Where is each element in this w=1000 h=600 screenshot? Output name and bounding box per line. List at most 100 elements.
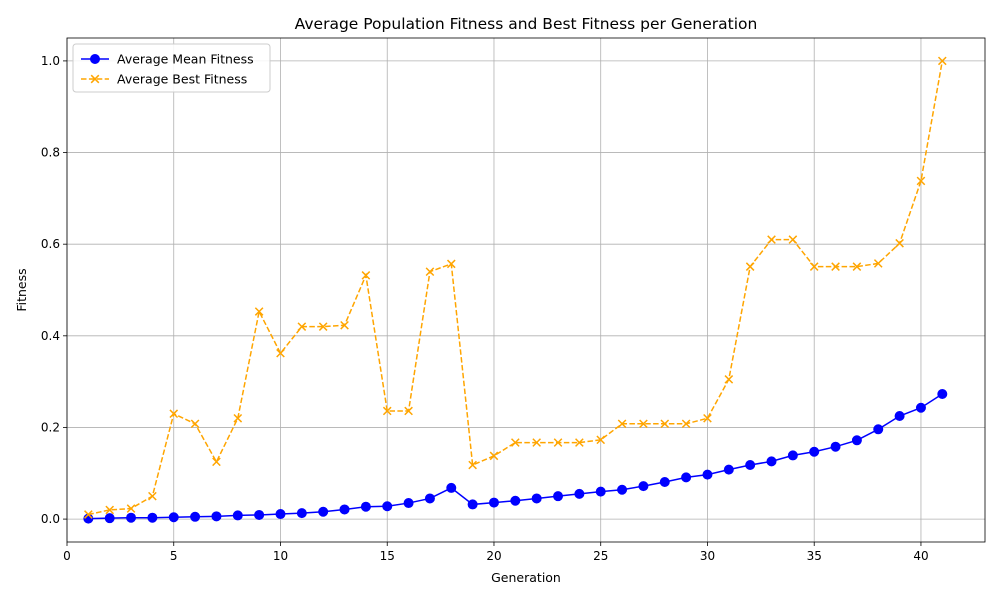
- data-point-average-best-fitness: [105, 505, 115, 515]
- legend-label: Average Best Fitness: [117, 72, 247, 87]
- x-tick-label: 30: [700, 549, 715, 563]
- data-point-average-mean-fitness: [894, 411, 905, 421]
- data-point-average-best-fitness: [276, 348, 285, 358]
- data-point-average-mean-fitness: [424, 493, 435, 504]
- data-point-average-best-fitness: [148, 491, 157, 501]
- data-point-average-best-fitness: [724, 375, 734, 384]
- data-point-average-mean-fitness: [766, 456, 777, 467]
- data-point-average-best-fitness: [382, 406, 392, 416]
- series-layer: [83, 56, 948, 524]
- series-line-average-best-fitness: [88, 60, 944, 516]
- data-point-average-best-fitness: [489, 451, 499, 461]
- series-average-mean-fitness: [83, 389, 948, 524]
- data-point-average-best-fitness: [532, 438, 542, 447]
- data-point-average-best-fitness: [446, 259, 456, 269]
- data-point-average-mean-fitness: [723, 464, 734, 475]
- y-tick-label: 0.2: [41, 420, 60, 434]
- y-tick-label: 0.8: [41, 146, 60, 160]
- data-point-average-best-fitness: [852, 262, 862, 271]
- data-point-average-mean-fitness: [126, 512, 137, 523]
- data-point-average-mean-fitness: [360, 501, 371, 512]
- data-point-average-best-fitness: [809, 262, 819, 271]
- data-point-average-best-fitness: [831, 262, 840, 271]
- grid-lines: [66, 38, 985, 542]
- chart-title: Average Population Fitness and Best Fitn…: [295, 15, 758, 33]
- data-point-average-mean-fitness: [190, 511, 201, 522]
- data-point-average-mean-fitness: [830, 441, 841, 452]
- data-point-average-best-fitness: [660, 419, 670, 429]
- x-axis-label: Generation: [491, 570, 561, 585]
- data-point-average-best-fitness: [297, 322, 307, 331]
- data-point-average-mean-fitness: [104, 513, 115, 524]
- data-point-average-best-fitness: [873, 259, 883, 268]
- data-point-average-mean-fitness: [168, 512, 179, 523]
- data-point-average-mean-fitness: [147, 512, 158, 523]
- data-point-average-best-fitness: [468, 460, 477, 470]
- data-point-average-mean-fitness: [318, 506, 329, 517]
- data-point-average-mean-fitness: [232, 510, 243, 521]
- x-tick-label: 5: [170, 549, 178, 563]
- data-point-average-mean-fitness: [467, 499, 478, 510]
- series-average-best-fitness: [84, 56, 947, 519]
- data-point-average-mean-fitness: [787, 450, 798, 461]
- data-point-average-best-fitness: [361, 271, 371, 280]
- data-point-average-mean-fitness: [937, 389, 948, 400]
- data-point-average-mean-fitness: [382, 501, 393, 512]
- y-tick-label: 0.6: [41, 237, 60, 251]
- data-point-average-mean-fitness: [617, 484, 628, 495]
- legend-label: Average Mean Fitness: [117, 52, 254, 67]
- data-point-average-best-fitness: [916, 176, 926, 186]
- legend-item-average-mean-fitness: Average Mean Fitness: [81, 52, 254, 67]
- data-point-average-mean-fitness: [553, 491, 564, 502]
- x-tick-label: 10: [273, 549, 288, 563]
- y-tick-label: 1.0: [41, 54, 60, 68]
- data-point-average-mean-fitness: [531, 493, 542, 504]
- legend-marker: [90, 54, 100, 64]
- legend: Average Mean Fitness Average Best Fitness: [72, 43, 271, 93]
- data-point-average-best-fitness: [553, 438, 563, 447]
- data-point-average-mean-fitness: [873, 424, 884, 435]
- data-point-average-mean-fitness: [275, 509, 286, 520]
- data-point-average-mean-fitness: [809, 446, 820, 457]
- data-point-average-mean-fitness: [659, 476, 670, 487]
- data-point-average-mean-fitness: [702, 469, 713, 480]
- plot-frame: [66, 37, 986, 543]
- data-point-average-mean-fitness: [488, 497, 499, 508]
- data-point-average-mean-fitness: [915, 402, 926, 413]
- data-point-average-best-fitness: [681, 419, 691, 429]
- data-point-average-mean-fitness: [446, 482, 457, 493]
- data-point-average-best-fitness: [169, 409, 179, 419]
- data-point-average-best-fitness: [617, 419, 627, 429]
- data-point-average-best-fitness: [510, 438, 520, 447]
- legend-item-average-best-fitness: Average Best Fitness: [81, 72, 247, 87]
- x-tick-label: 40: [913, 549, 928, 563]
- data-point-average-best-fitness: [895, 238, 904, 248]
- x-tick-label: 25: [593, 549, 608, 563]
- data-point-average-mean-fitness: [254, 509, 265, 520]
- data-point-average-mean-fitness: [681, 472, 692, 483]
- data-point-average-mean-fitness: [403, 498, 414, 509]
- y-tick-label: 0.0: [41, 512, 60, 526]
- data-point-average-best-fitness: [639, 419, 648, 429]
- data-point-average-best-fitness: [318, 322, 328, 331]
- data-point-average-best-fitness: [596, 435, 606, 445]
- data-point-average-mean-fitness: [595, 486, 606, 497]
- data-point-average-best-fitness: [425, 267, 435, 277]
- data-point-average-best-fitness: [84, 510, 93, 519]
- data-point-average-best-fitness: [254, 307, 264, 316]
- data-point-average-best-fitness: [126, 504, 136, 513]
- data-point-average-best-fitness: [745, 262, 755, 271]
- data-point-average-best-fitness: [575, 438, 584, 447]
- legend-marker: [90, 74, 100, 84]
- data-point-average-mean-fitness: [510, 495, 521, 506]
- axis-ticks: 0 5 10 15 20 25 30 35 40 0.0 0.2 0.4 0.6 0.8 1.0: [41, 54, 929, 563]
- legend-box: [72, 43, 271, 93]
- data-point-average-mean-fitness: [851, 435, 862, 446]
- data-point-average-best-fitness: [340, 320, 349, 330]
- data-point-average-mean-fitness: [745, 460, 756, 471]
- x-tick-label: 20: [486, 549, 501, 563]
- data-point-average-mean-fitness: [339, 504, 350, 515]
- x-tick-label: 15: [380, 549, 395, 563]
- x-tick-label: 0: [63, 549, 71, 563]
